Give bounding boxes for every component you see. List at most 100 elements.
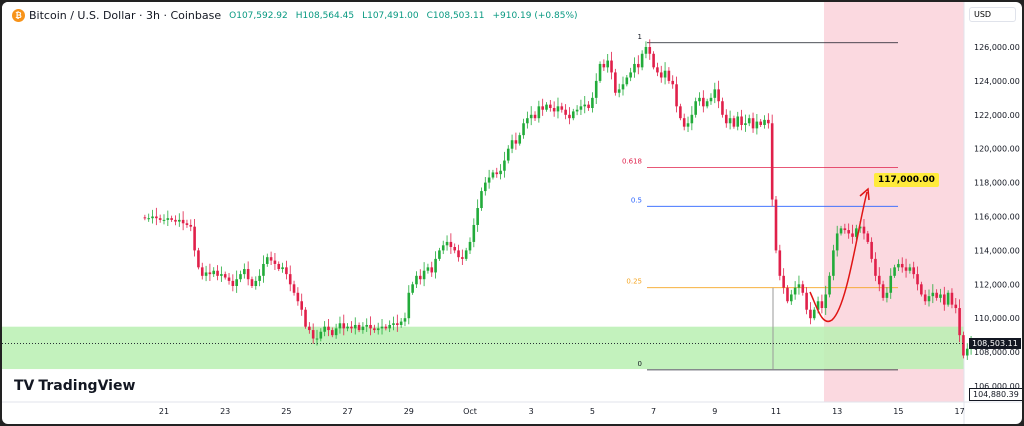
candle xyxy=(763,119,766,125)
candle xyxy=(874,258,877,276)
candle xyxy=(300,301,303,310)
candle xyxy=(514,140,518,144)
candle xyxy=(556,106,560,112)
candle xyxy=(338,323,342,329)
candle xyxy=(682,118,686,127)
candle xyxy=(767,119,770,124)
candle xyxy=(851,233,854,237)
symbol-title[interactable]: Bitcoin / U.S. Dollar · 3h · Coinbase xyxy=(29,9,222,22)
candle xyxy=(870,241,873,259)
fib-label: 0 xyxy=(638,360,642,368)
y-tick-label: 116,000.00 xyxy=(974,213,1020,222)
candle xyxy=(399,321,403,325)
candle xyxy=(342,323,346,329)
candle xyxy=(250,279,254,286)
candle xyxy=(862,226,866,234)
candle xyxy=(162,219,166,221)
y-tick-label: 112,000.00 xyxy=(974,280,1020,289)
candle xyxy=(587,104,590,109)
candle xyxy=(529,114,533,119)
candle xyxy=(323,326,326,332)
projection-arrow xyxy=(809,191,868,323)
candle xyxy=(472,224,476,242)
candle xyxy=(702,97,705,107)
candle xyxy=(828,275,831,295)
candle xyxy=(541,106,544,110)
candle xyxy=(200,267,204,276)
candle xyxy=(503,160,506,171)
candle xyxy=(591,97,594,109)
candle xyxy=(740,116,743,125)
fib-label: 0.618 xyxy=(622,157,642,165)
candle xyxy=(357,324,361,331)
x-tick-label: 15 xyxy=(893,407,903,416)
ohlc-open: O107,592.92 xyxy=(229,10,288,21)
candle xyxy=(744,123,747,125)
candle xyxy=(958,308,961,336)
candle xyxy=(208,272,212,275)
candle xyxy=(449,241,453,248)
candle xyxy=(265,257,269,264)
candle xyxy=(721,101,724,115)
candle xyxy=(281,267,284,270)
candle xyxy=(499,170,502,175)
candle xyxy=(675,84,678,107)
candle xyxy=(965,348,969,356)
candle xyxy=(549,104,552,109)
x-tick-label: 11 xyxy=(771,407,781,416)
candle xyxy=(724,114,728,124)
candle xyxy=(629,72,632,78)
candle xyxy=(380,326,384,329)
candle xyxy=(533,114,537,119)
candle xyxy=(805,292,808,310)
x-tick-label: 17 xyxy=(955,407,965,416)
candle xyxy=(445,241,449,246)
x-tick-label: 23 xyxy=(220,407,230,416)
marker-price-label: 104,880.39 xyxy=(969,388,1022,401)
candle xyxy=(545,104,548,110)
candle xyxy=(170,218,173,220)
last-price-label: 108,503.11 xyxy=(969,338,1021,349)
x-tick-label: 29 xyxy=(404,407,414,416)
candle xyxy=(904,267,908,271)
candle xyxy=(770,123,774,200)
candle xyxy=(893,267,896,276)
candle xyxy=(920,284,923,295)
candle xyxy=(694,101,697,115)
candle xyxy=(667,70,671,81)
candle xyxy=(916,274,919,285)
candle xyxy=(296,292,300,302)
candle xyxy=(571,111,575,119)
candle xyxy=(568,114,571,119)
candle xyxy=(736,116,740,127)
candle xyxy=(369,324,372,329)
candle xyxy=(181,219,185,224)
candle xyxy=(709,97,713,102)
candle xyxy=(392,323,395,325)
candle xyxy=(644,47,648,54)
candle xyxy=(346,326,349,329)
candle xyxy=(809,309,812,319)
fib-label: 1 xyxy=(638,33,642,41)
candle xyxy=(258,275,261,281)
candle xyxy=(495,172,499,175)
candle xyxy=(464,250,468,259)
target-price-label: 117,000.00 xyxy=(874,173,939,187)
candle xyxy=(506,148,510,161)
currency-selector[interactable]: USD xyxy=(969,7,1016,22)
candle xyxy=(912,267,915,275)
x-tick-label: 13 xyxy=(832,407,842,416)
candle xyxy=(686,123,690,127)
x-tick-label: 25 xyxy=(281,407,291,416)
candle xyxy=(243,269,246,275)
candle xyxy=(759,121,762,125)
ohlc-low: L107,491.00 xyxy=(362,10,419,21)
candle xyxy=(782,275,785,288)
candle xyxy=(220,274,223,276)
tradingview-logo[interactable]: 𝗧𝗩 TradingView xyxy=(14,378,136,394)
candle xyxy=(560,106,564,110)
candle xyxy=(637,63,640,68)
candle xyxy=(950,292,954,305)
